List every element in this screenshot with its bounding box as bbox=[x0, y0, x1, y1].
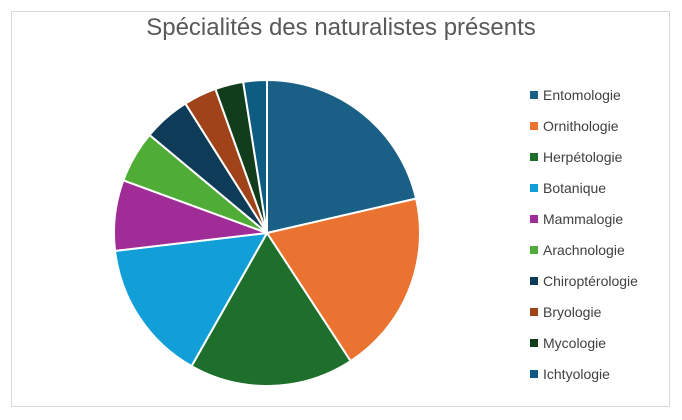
legend-swatch bbox=[530, 153, 538, 161]
pie-slice-herpétologie bbox=[190, 231, 353, 388]
legend-label: Botanique bbox=[543, 180, 606, 196]
legend-label: Arachnologie bbox=[543, 242, 625, 258]
pie-slice-ornithologie bbox=[265, 197, 421, 363]
pie-slice-botanique bbox=[113, 231, 269, 368]
legend-label: Entomologie bbox=[543, 87, 621, 103]
legend-swatch bbox=[530, 277, 538, 285]
legend-label: Mammalogie bbox=[543, 211, 623, 227]
legend-swatch bbox=[530, 91, 538, 99]
legend-label: Bryologie bbox=[543, 304, 602, 320]
pie-slice-entomologie bbox=[266, 78, 418, 235]
legend: Entomologie Ornithologie Herpétologie Botan… bbox=[530, 87, 638, 382]
legend-label: Mycologie bbox=[543, 335, 606, 351]
legend-swatch bbox=[530, 339, 538, 347]
legend-swatch bbox=[530, 370, 538, 378]
legend-swatch bbox=[530, 122, 538, 130]
legend-label: Herpétologie bbox=[543, 149, 623, 165]
pie-slice-ichtyologie bbox=[242, 78, 268, 234]
legend-label: Ichtyologie bbox=[543, 366, 610, 382]
pie-slices bbox=[113, 78, 421, 388]
legend-swatch bbox=[530, 246, 538, 254]
chart-title: Spécialités des naturalistes présents bbox=[146, 14, 536, 41]
legend-swatch bbox=[530, 308, 538, 316]
legend-label: Chiroptérologie bbox=[543, 273, 638, 289]
legend-swatch bbox=[530, 184, 538, 192]
legend-swatch bbox=[530, 215, 538, 223]
legend-label: Ornithologie bbox=[543, 118, 619, 134]
